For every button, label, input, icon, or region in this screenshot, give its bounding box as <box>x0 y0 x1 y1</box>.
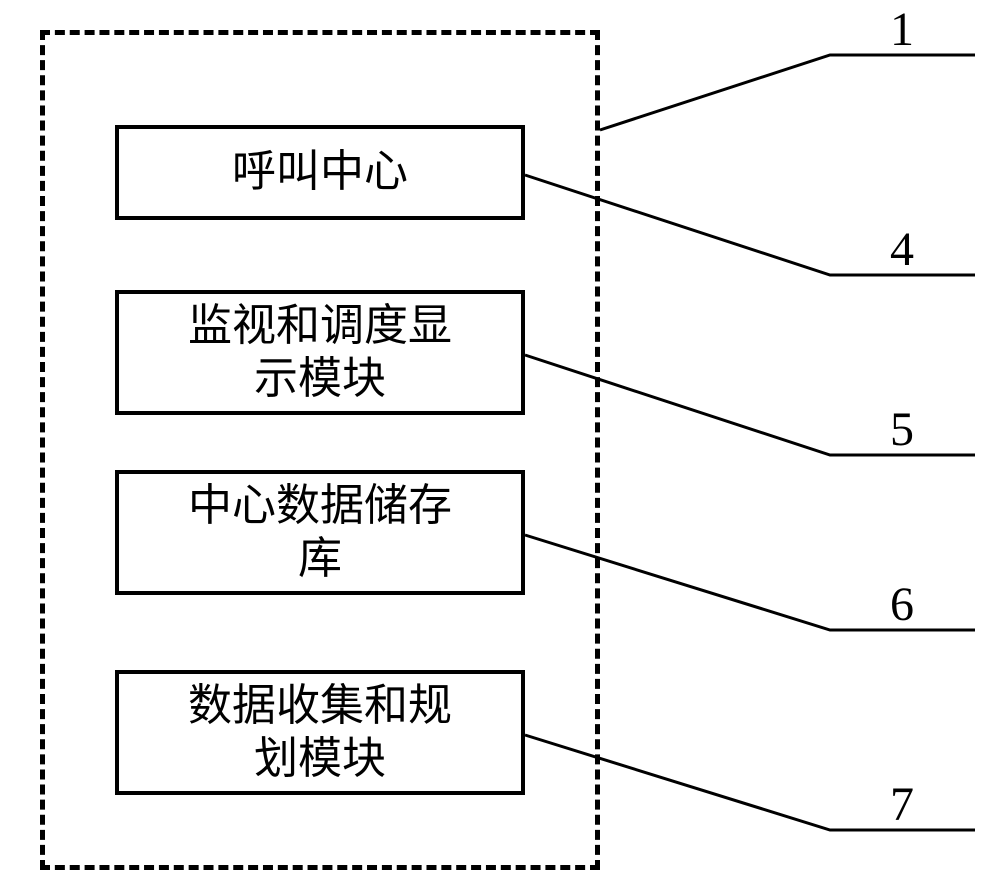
module-box-3: 中心数据储存 库 <box>115 470 525 595</box>
module-box-1: 呼叫中心 <box>115 125 525 220</box>
callout-line-1 <box>600 55 975 130</box>
callout-number-6: 6 <box>890 577 914 632</box>
module-box-4: 数据收集和规 划模块 <box>115 670 525 795</box>
callout-number-5: 5 <box>890 402 914 457</box>
callout-number-4: 4 <box>890 222 914 277</box>
callout-number-7: 7 <box>890 777 914 832</box>
module-box-2: 监视和调度显 示模块 <box>115 290 525 415</box>
callout-number-1: 1 <box>890 2 914 57</box>
